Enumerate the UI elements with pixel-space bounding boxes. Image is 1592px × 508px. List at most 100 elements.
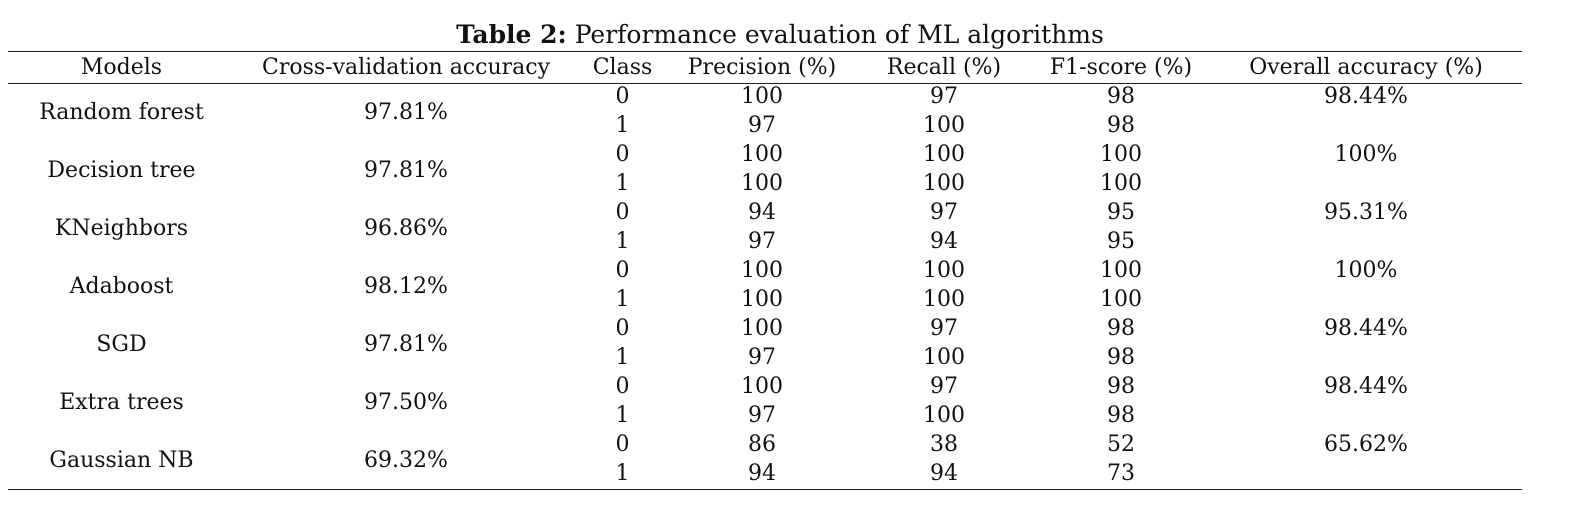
model-name: SGD <box>96 332 147 357</box>
f1-cell: 100 <box>1100 141 1142 167</box>
table-row: Random forest 97.81% 0 100 97 98 98.44% <box>8 84 1522 125</box>
table-row: 1 100 100 100 <box>8 171 1522 200</box>
precision-cell: 100 <box>741 141 783 167</box>
f1-cell: 98 <box>1107 315 1135 341</box>
class-cell: 0 <box>615 431 630 457</box>
precision-cell: 97 <box>748 402 776 428</box>
model-name: Gaussian NB <box>8 431 235 490</box>
table-row: 1 94 94 73 <box>8 460 1522 490</box>
precision-cell: 94 <box>748 199 776 225</box>
recall-cell: 100 <box>923 170 965 196</box>
f1-cell: 73 <box>1032 460 1210 490</box>
precision-cell: 100 <box>741 373 783 399</box>
table-caption-text: Performance evaluation of ML algorithms <box>566 20 1104 49</box>
cv-accuracy: 98.12% <box>364 274 448 299</box>
recall-cell: 100 <box>923 286 965 312</box>
f1-cell: 98 <box>1107 402 1135 428</box>
model-name: KNeighbors <box>54 216 189 241</box>
header-f1: F1-score (%) <box>1032 51 1210 84</box>
cv-accuracy: 97.81% <box>364 332 448 357</box>
class-cell: 1 <box>577 460 668 490</box>
precision-cell: 94 <box>668 460 856 490</box>
recall-cell: 97 <box>930 315 958 341</box>
precision-cell: 97 <box>748 228 776 254</box>
cv-accuracy: 69.32% <box>235 431 577 490</box>
class-cell: 1 <box>615 228 630 254</box>
table-row: Gaussian NB 69.32% 0 86 38 52 65.62% <box>8 431 1522 490</box>
precision-cell: 100 <box>741 84 783 109</box>
cv-accuracy: 97.81% <box>364 100 448 126</box>
f1-cell: 95 <box>1107 199 1135 225</box>
f1-cell: 100 <box>1100 257 1142 283</box>
recall-cell: 100 <box>923 141 965 167</box>
precision-cell: 97 <box>748 112 776 138</box>
header-class: Class <box>577 51 668 84</box>
table-caption-label: Table 2: <box>456 20 567 49</box>
recall-cell: 100 <box>923 344 965 370</box>
precision-cell: 97 <box>748 344 776 370</box>
model-name: Random forest <box>39 100 204 126</box>
f1-cell: 52 <box>1107 431 1135 457</box>
performance-table: Models Cross-validation accuracy Class P… <box>8 51 1522 490</box>
table-row: Extra trees 97.50% 0 100 97 98 98.44% <box>8 373 1522 416</box>
recall-cell: 100 <box>923 402 965 428</box>
recall-cell: 38 <box>930 431 958 457</box>
precision-cell: 100 <box>741 257 783 283</box>
table-row: Decision tree 97.81% 0 100 100 100 100% <box>8 141 1522 184</box>
precision-cell: 100 <box>741 315 783 341</box>
table-row: SGD 97.81% 0 100 97 98 98.44% <box>8 315 1522 358</box>
f1-cell: 98 <box>1107 112 1135 138</box>
overall-accuracy: 95.31% <box>1324 199 1408 225</box>
f1-cell: 98 <box>1107 344 1135 370</box>
overall-accuracy: 100% <box>1334 257 1398 283</box>
recall-cell: 97 <box>930 84 958 109</box>
cv-accuracy: 97.81% <box>364 158 448 183</box>
recall-cell: 94 <box>856 460 1032 490</box>
f1-cell: 98 <box>1107 373 1135 399</box>
model-name: Extra trees <box>59 390 184 415</box>
class-cell: 1 <box>615 170 630 196</box>
f1-cell: 95 <box>1107 228 1135 254</box>
table-row: KNeighbors 96.86% 0 94 97 95 95.31% <box>8 199 1522 242</box>
f1-cell: 100 <box>1100 170 1142 196</box>
class-cell: 0 <box>615 84 630 109</box>
class-cell: 1 <box>615 112 630 138</box>
table-row: Adaboost 98.12% 0 100 100 100 100% <box>8 257 1522 300</box>
precision-cell: 100 <box>741 286 783 312</box>
header-precision: Precision (%) <box>668 51 856 84</box>
class-cell: 1 <box>615 344 630 370</box>
overall-accuracy: 98.44% <box>1324 315 1408 341</box>
table-row: 1 97 94 95 <box>8 229 1522 258</box>
class-cell: 1 <box>615 286 630 312</box>
overall-accuracy: 100% <box>1334 141 1398 167</box>
header-overall-accuracy: Overall accuracy (%) <box>1210 51 1522 84</box>
recall-cell: 94 <box>930 228 958 254</box>
table-row: 1 97 100 98 <box>8 113 1522 142</box>
class-cell: 0 <box>615 141 630 167</box>
class-cell: 0 <box>615 199 630 225</box>
table-row: 1 97 100 98 <box>8 403 1522 432</box>
f1-cell: 98 <box>1107 84 1135 109</box>
model-name: Decision tree <box>47 158 196 183</box>
recall-cell: 97 <box>930 373 958 399</box>
recall-cell: 100 <box>923 257 965 283</box>
table-body: Random forest 97.81% 0 100 97 98 98.44% … <box>8 84 1522 490</box>
f1-cell: 100 <box>1100 286 1142 312</box>
table-header-row: Models Cross-validation accuracy Class P… <box>8 51 1522 84</box>
table-row: 1 100 100 100 <box>8 287 1522 316</box>
table-caption: Table 2: Performance evaluation of ML al… <box>0 20 1560 50</box>
cv-accuracy: 97.50% <box>364 390 448 415</box>
header-recall: Recall (%) <box>856 51 1032 84</box>
class-cell: 0 <box>615 373 630 399</box>
overall-accuracy: 65.62% <box>1210 431 1522 490</box>
class-cell: 0 <box>615 315 630 341</box>
model-name: Adaboost <box>69 274 174 299</box>
precision-cell: 100 <box>741 170 783 196</box>
class-cell: 0 <box>615 257 630 283</box>
header-models: Models <box>8 51 235 84</box>
overall-accuracy: 98.44% <box>1324 84 1408 109</box>
precision-cell: 86 <box>748 431 776 457</box>
cv-accuracy: 96.86% <box>364 216 448 241</box>
recall-cell: 100 <box>923 112 965 138</box>
recall-cell: 97 <box>930 199 958 225</box>
